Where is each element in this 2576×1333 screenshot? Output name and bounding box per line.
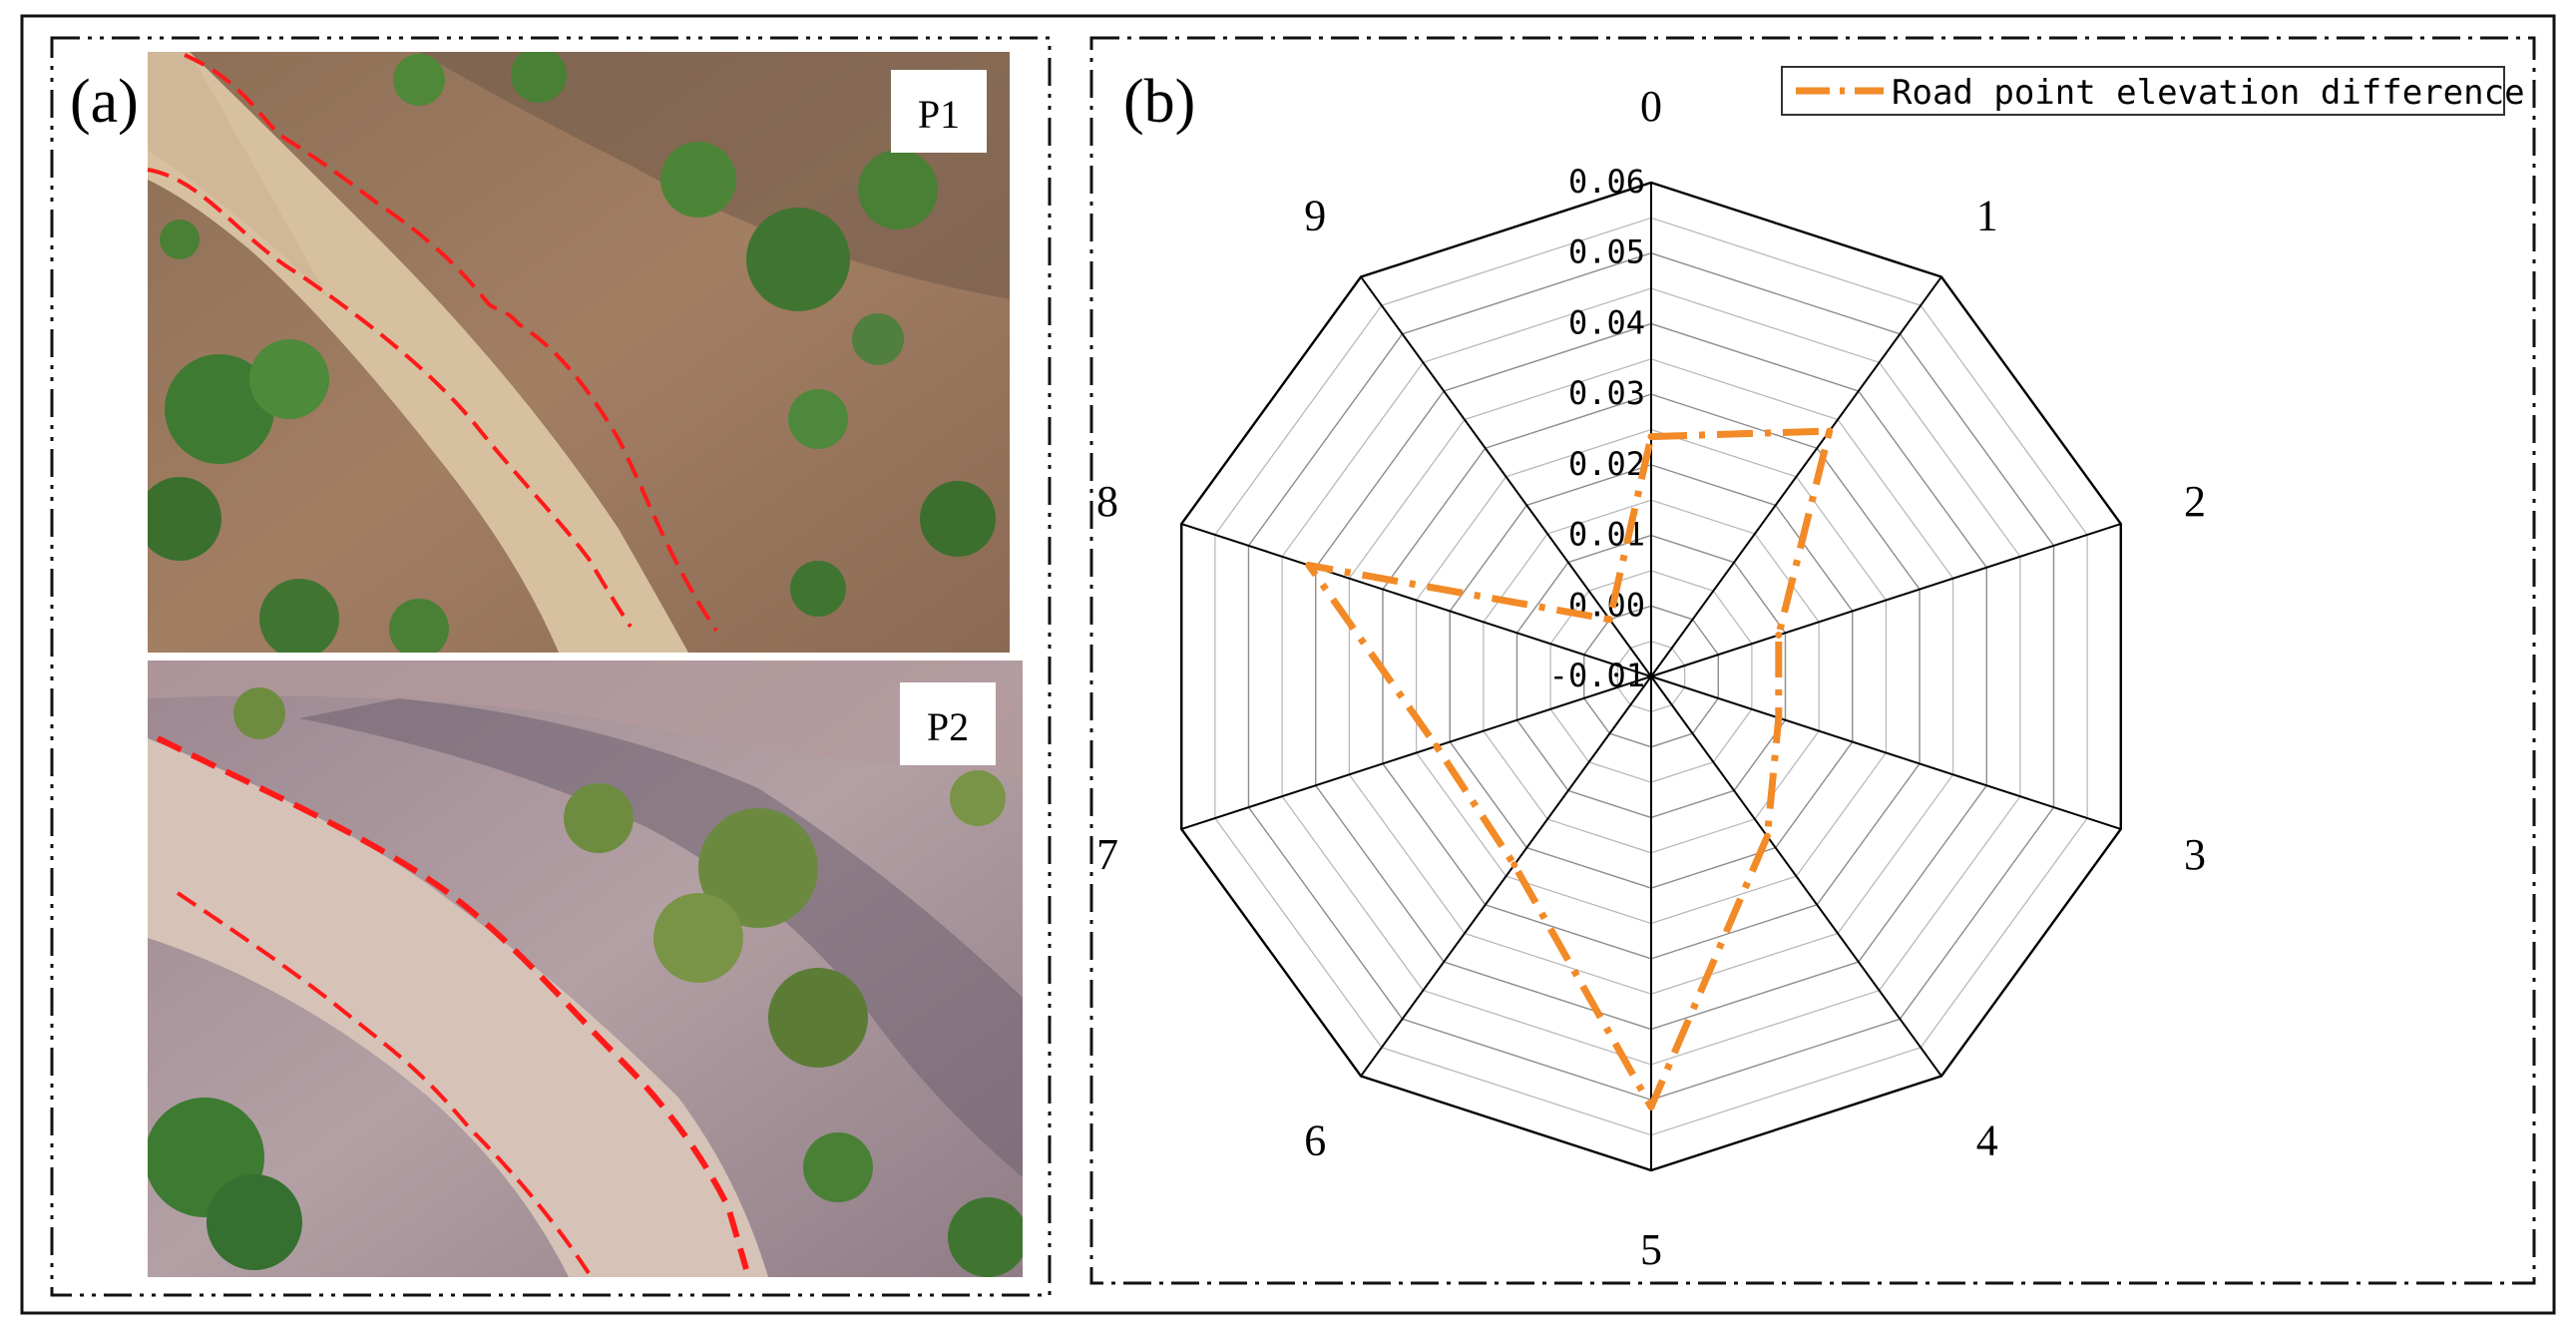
panel-b-frame bbox=[1089, 36, 2536, 1285]
photo-p2-label: P2 bbox=[927, 704, 969, 749]
outer-frame bbox=[20, 14, 2556, 1315]
radar-chart: -0.010.000.010.020.030.040.050.060123456… bbox=[1096, 82, 2206, 1274]
legend-label: Road point elevation difference bbox=[1892, 73, 2525, 113]
data-point bbox=[1433, 742, 1441, 750]
radial-tick-label: 0.06 bbox=[1568, 163, 1645, 201]
data-point bbox=[1826, 427, 1834, 435]
category-label: 0 bbox=[1640, 82, 1662, 131]
data-point bbox=[1647, 433, 1655, 441]
radial-tick-label: 0.05 bbox=[1568, 233, 1645, 271]
aerial-photo-p2 bbox=[148, 661, 1023, 1277]
radial-tick-label: 0.02 bbox=[1568, 445, 1645, 483]
category-label: 6 bbox=[1304, 1116, 1326, 1165]
data-point bbox=[1775, 714, 1783, 722]
panel-a-frame bbox=[50, 36, 1052, 1297]
axis-spoke bbox=[1360, 275, 1652, 677]
radial-tick-label: -0.01 bbox=[1549, 657, 1645, 694]
photo-p2-label-box bbox=[900, 682, 996, 765]
road-edge-p1-lower bbox=[147, 168, 633, 629]
legend-box bbox=[1781, 66, 2505, 116]
category-label: 7 bbox=[1096, 830, 1118, 879]
category-label: 8 bbox=[1096, 477, 1118, 526]
photo-p1-label-box bbox=[891, 70, 987, 153]
legend: Road point elevation difference bbox=[1781, 66, 2525, 116]
axis-spoke bbox=[1180, 523, 1652, 677]
axis-spoke bbox=[1360, 675, 1652, 1078]
category-label: 3 bbox=[2184, 830, 2206, 879]
road-edge-p2-lower bbox=[176, 891, 591, 1275]
category-label: 1 bbox=[1976, 191, 1998, 239]
road-edge-p2-upper bbox=[156, 735, 749, 1270]
axis-spoke bbox=[1650, 523, 2122, 677]
panel-b-label: (b) bbox=[1123, 68, 1195, 136]
photo-p1-label: P1 bbox=[918, 92, 960, 137]
data-point bbox=[1647, 1103, 1655, 1111]
axis-spoke bbox=[1650, 675, 2122, 830]
category-label: 4 bbox=[1976, 1116, 1998, 1165]
category-label: 5 bbox=[1640, 1225, 1662, 1274]
axis-spoke bbox=[1650, 675, 1942, 1078]
panel-a-label: (a) bbox=[70, 68, 139, 136]
data-point bbox=[1775, 631, 1783, 639]
data-point bbox=[1305, 562, 1313, 570]
radial-tick-label: 0.03 bbox=[1568, 374, 1645, 412]
axis-spoke bbox=[1650, 275, 1942, 677]
data-point bbox=[1605, 616, 1613, 624]
radial-tick-label: 0.04 bbox=[1568, 303, 1645, 341]
category-label: 9 bbox=[1304, 191, 1326, 239]
data-point bbox=[1510, 861, 1518, 869]
data-point bbox=[1763, 832, 1771, 840]
road-edge-p1-upper bbox=[184, 53, 718, 633]
category-label: 2 bbox=[2184, 477, 2206, 526]
axis-spoke bbox=[1180, 675, 1652, 830]
aerial-photo-p1 bbox=[148, 52, 1010, 653]
